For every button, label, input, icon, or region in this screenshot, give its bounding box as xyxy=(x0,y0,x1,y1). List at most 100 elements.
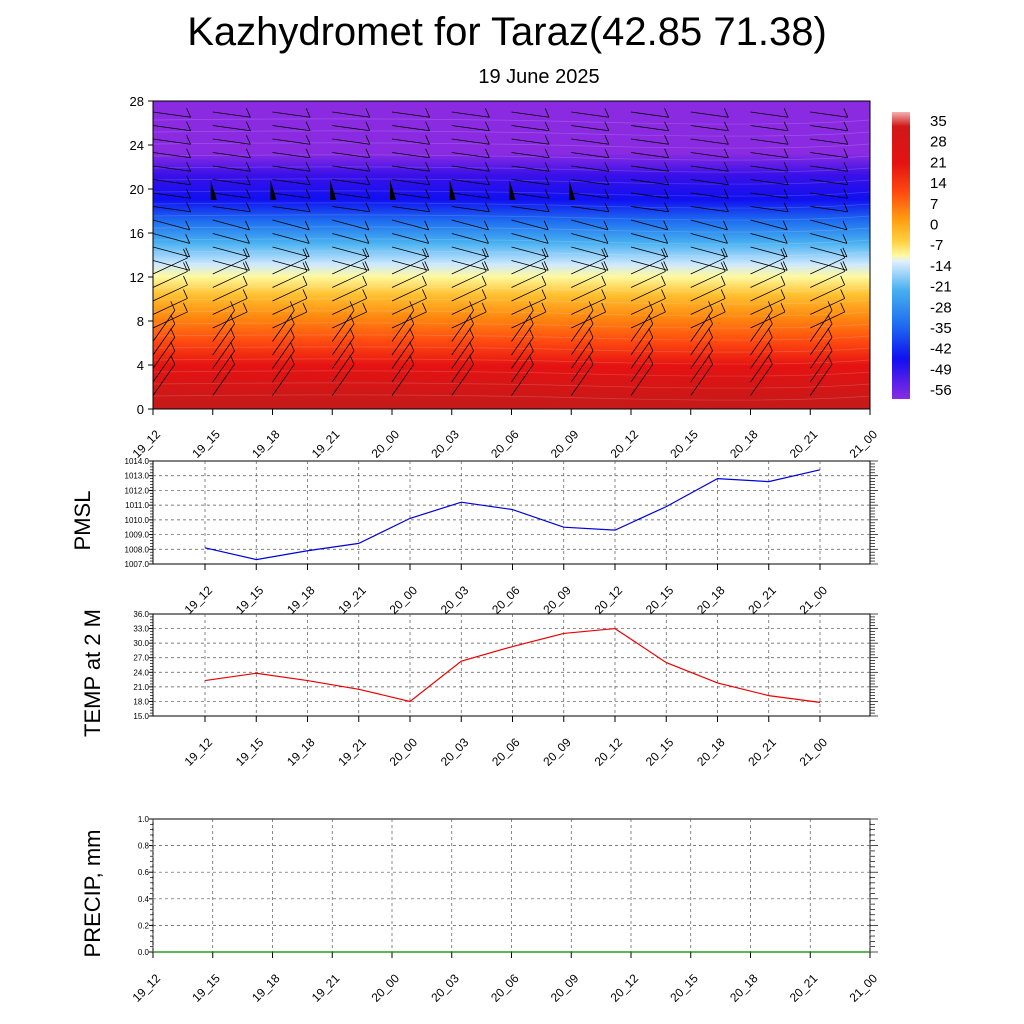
wind-barb-flag xyxy=(302,262,308,272)
wind-barb-shaft xyxy=(212,125,251,132)
wind-barb-shaft xyxy=(391,125,430,132)
wind-barb-flag xyxy=(723,247,728,257)
wind-barb-shaft xyxy=(630,257,666,275)
wind-barb xyxy=(451,189,490,199)
wind-barb xyxy=(571,289,607,315)
wind-barb-flag xyxy=(302,302,308,313)
wind-barb-flag xyxy=(365,148,371,158)
wind-barb-flag xyxy=(245,261,250,271)
x-tick-label: 19_15 xyxy=(233,583,267,617)
wind-barb-shaft xyxy=(810,206,848,213)
wind-barb xyxy=(810,189,849,199)
wind-barb-flag xyxy=(305,189,311,199)
wind-barb xyxy=(272,219,310,231)
wind-barb xyxy=(511,202,550,213)
wind-barb xyxy=(391,148,430,159)
x-tick-label: 20_09 xyxy=(548,427,582,461)
y-tick-label: 18.0 xyxy=(133,697,149,706)
wind-barb-flag xyxy=(365,162,371,172)
wind-barb-shaft xyxy=(630,233,668,244)
wind-pennant xyxy=(210,180,217,200)
wind-barb xyxy=(153,135,191,145)
wind-barb-shaft xyxy=(391,206,430,213)
y-tick-label: 0.2 xyxy=(138,921,150,930)
wind-barb-flag xyxy=(528,328,534,338)
wind-barb-shaft xyxy=(272,311,308,329)
wind-barb-shaft xyxy=(212,284,248,302)
x-tick-label: 19_12 xyxy=(130,971,164,1005)
wind-barb-shaft xyxy=(690,284,726,302)
x-tick-label: 19_18 xyxy=(249,971,283,1005)
wind-barb-flag xyxy=(544,175,550,185)
wind-barb-flag xyxy=(183,262,188,272)
wind-barb-flag xyxy=(186,162,191,172)
wind-barb-shaft xyxy=(630,152,669,159)
wind-barb-shaft xyxy=(153,152,191,159)
wind-barb-flag xyxy=(843,189,849,199)
wind-barb-shaft xyxy=(810,311,845,329)
wind-barb-shaft xyxy=(451,284,487,302)
wind-barb xyxy=(630,175,669,186)
wind-barb-shaft xyxy=(451,271,487,288)
wind-barb xyxy=(391,275,427,302)
wind-barb-shaft xyxy=(153,271,188,288)
wind-barb xyxy=(750,302,786,329)
wind-barb-flag xyxy=(469,314,474,325)
wind-barb-shaft xyxy=(630,111,669,118)
wind-barb-flag xyxy=(186,135,191,145)
wind-barb-flag xyxy=(469,301,474,311)
wind-barb-flag xyxy=(720,248,726,259)
colorbar-label: 21 xyxy=(930,154,947,171)
wind-barb-shaft xyxy=(332,219,370,231)
wind-barb xyxy=(391,302,427,329)
wind-barb-shaft xyxy=(750,284,786,302)
wind-barb xyxy=(630,189,669,199)
wind-barb xyxy=(810,219,848,231)
wind-barb-shaft xyxy=(750,298,786,315)
wind-barb-flag xyxy=(185,234,191,244)
wind-barb-flag xyxy=(888,301,892,310)
wind-barb-flag xyxy=(544,148,550,158)
wind-barb xyxy=(869,394,870,396)
wind-barb-shaft xyxy=(272,364,295,396)
wind-barb xyxy=(332,175,371,186)
wind-barb xyxy=(212,175,251,186)
wind-barb xyxy=(272,108,311,118)
wind-barb xyxy=(810,289,846,315)
wind-barb-flag xyxy=(183,248,188,259)
wind-barb xyxy=(212,121,251,132)
wind-barb-shaft xyxy=(571,125,609,132)
wind-barb xyxy=(332,162,371,172)
y-tick-label: 0.0 xyxy=(138,948,150,957)
wind-barb-shaft xyxy=(750,364,773,396)
wind-barb xyxy=(451,289,487,315)
wind-barb xyxy=(272,246,310,258)
wind-barb-flag xyxy=(723,261,728,271)
wind-barb-shaft xyxy=(511,165,550,172)
wind-barb-shaft xyxy=(332,179,370,186)
wind-barb xyxy=(750,355,773,396)
wind-barb-shaft xyxy=(869,367,870,369)
wind-barb-shaft xyxy=(272,233,310,244)
wind-barb xyxy=(750,248,786,275)
wind-barb xyxy=(750,289,786,315)
y-tick-label: 15.0 xyxy=(133,712,149,721)
temp-frame xyxy=(152,613,871,717)
x-tick-label: 20_09 xyxy=(540,735,574,769)
x-tick-label: 20_15 xyxy=(643,735,677,769)
x-tick-label: 20_18 xyxy=(727,971,761,1005)
wind-barb xyxy=(391,121,430,132)
wind-barb xyxy=(630,248,666,275)
wind-barb-shaft xyxy=(690,246,728,258)
wind-barb-shaft xyxy=(750,138,789,145)
wind-barb-flag xyxy=(481,302,487,313)
wind-barb-flag xyxy=(304,220,310,230)
x-tick-label: 20_18 xyxy=(727,427,761,461)
wind-barb-shaft xyxy=(690,257,726,275)
wind-barb-shaft xyxy=(332,152,370,159)
wind-barb-shaft xyxy=(451,165,490,172)
wind-barb-shaft xyxy=(750,271,786,288)
wind-barb-flag xyxy=(827,301,833,311)
wind-barb-shaft xyxy=(750,125,789,132)
